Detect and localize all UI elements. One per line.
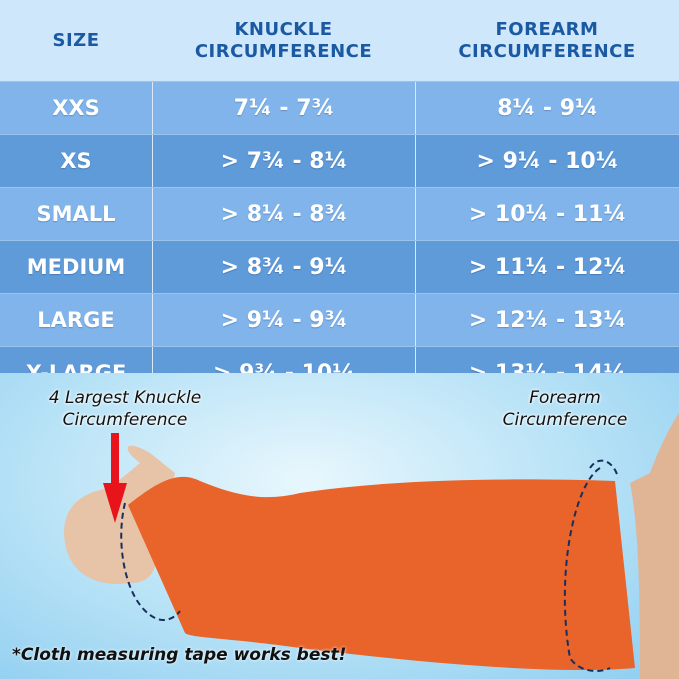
knuckle-cell: > 7¾ - 8¼ (152, 135, 415, 187)
knuckle-cell: > 8¾ - 9¼ (152, 241, 415, 293)
forearm-cell: > 9¼ - 10¼ (415, 135, 679, 187)
header-size: SIZE (52, 29, 100, 51)
forearm-label: Forearm Circumference (480, 387, 650, 431)
size-cell: MEDIUM (26, 255, 126, 279)
knuckle-cell: > 9¼ - 9¾ (152, 294, 415, 346)
upper-arm (630, 413, 679, 679)
knuckle-cell: > 8¼ - 8¾ (152, 188, 415, 240)
arm-sleeve-illustration (64, 413, 679, 679)
header-knuckle-line1: KNUCKLE (234, 18, 333, 40)
knuckle-label-line2: Circumference (62, 410, 188, 430)
header-knuckle: KNUCKLE CIRCUMFERENCE (152, 0, 415, 81)
knuckle-label: 4 Largest Knuckle Circumference (25, 387, 225, 431)
leather-sleeve (128, 476, 635, 671)
knuckle-cell: 7¼ - 7¾ (152, 82, 415, 134)
header-forearm-line1: FOREARM (495, 18, 599, 40)
size-cell: SMALL (36, 202, 116, 226)
red-arrow-shaft (111, 433, 119, 485)
knuckle-label-line1: 4 Largest Knuckle (48, 388, 202, 408)
size-chart-table: SIZE KNUCKLE CIRCUMFERENCE FOREARM CIRCUMF… (0, 0, 679, 400)
measurement-photo: 4 Largest Knuckle Circumference Forearm … (0, 373, 679, 679)
forearm-label-line2: Circumference (502, 410, 628, 430)
forearm-dashed-top (589, 459, 619, 479)
header-forearm: FOREARM CIRCUMFERENCE (415, 0, 679, 81)
forearm-cell: > 10¼ - 11¼ (415, 188, 679, 240)
size-cell: XXS (52, 96, 100, 120)
table-header: SIZE KNUCKLE CIRCUMFERENCE FOREARM CIRCUMF… (0, 0, 679, 82)
size-cell: LARGE (37, 308, 115, 332)
header-forearm-line2: CIRCUMFERENCE (458, 40, 636, 62)
knuckle-dashed-ellipse (120, 502, 181, 621)
forearm-label-line1: Forearm (529, 388, 601, 408)
table-row: XS > 7¾ - 8¼ > 9¼ - 10¼ (0, 135, 679, 188)
forearm-cell: > 12¼ - 13¼ (415, 294, 679, 346)
forearm-dashed-ellipse (563, 467, 611, 672)
size-cell: XS (60, 149, 92, 173)
forearm-cell: > 11¼ - 12¼ (415, 241, 679, 293)
measuring-tip-note: *Cloth measuring tape works best! (12, 645, 347, 665)
forearm-cell: 8¼ - 9¼ (415, 82, 679, 134)
table-row: MEDIUM > 8¾ - 9¼ > 11¼ - 12¼ (0, 241, 679, 294)
header-knuckle-line2: CIRCUMFERENCE (194, 40, 373, 62)
table-row: SMALL > 8¼ - 8¾ > 10¼ - 11¼ (0, 188, 679, 241)
hand (64, 445, 175, 584)
table-row: LARGE > 9¼ - 9¾ > 12¼ - 13¼ (0, 294, 679, 347)
red-arrow-head (103, 483, 127, 523)
table-row: XXS 7¼ - 7¾ 8¼ - 9¼ (0, 82, 679, 135)
